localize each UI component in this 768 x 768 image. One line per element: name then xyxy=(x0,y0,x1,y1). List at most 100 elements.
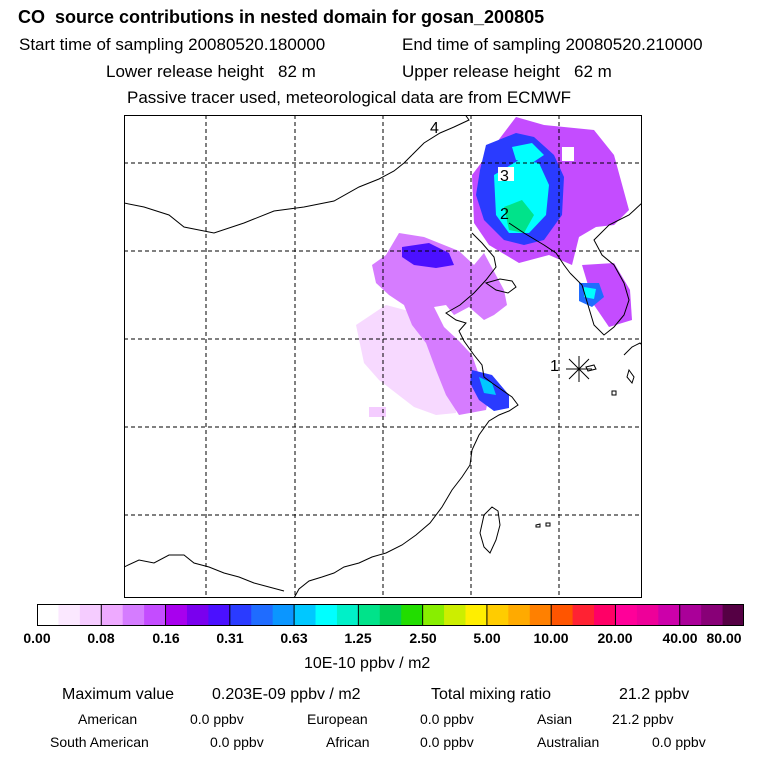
colorbar-tick: 40.00 xyxy=(662,630,698,646)
colorbar-segment xyxy=(101,604,124,626)
colorbar-segment xyxy=(208,604,231,626)
coastline-mongolia-border xyxy=(124,154,413,234)
coastline-north-china xyxy=(445,232,497,384)
plume-blue-west xyxy=(402,243,454,268)
coastline-japan-2 xyxy=(623,342,642,356)
coastline-jeju xyxy=(585,364,597,372)
island-2 xyxy=(545,522,551,527)
plume-cyan-korea xyxy=(584,287,596,299)
colorbar-tick: 0.00 xyxy=(23,630,51,646)
colorbar-segment xyxy=(251,604,274,626)
african-label: African xyxy=(326,734,370,750)
marker-label-2: 2 xyxy=(500,206,509,223)
colorbar-tick: 0.63 xyxy=(280,630,308,646)
map-frame xyxy=(124,115,642,598)
plume-cyan-south xyxy=(479,377,496,395)
coastline-liaodong xyxy=(508,222,571,274)
marker-label-4: 4 xyxy=(430,120,439,137)
receptor-marker xyxy=(566,356,592,382)
island-1 xyxy=(535,523,541,528)
heatmap-plumes xyxy=(356,117,632,417)
colorbar-segment xyxy=(701,604,724,626)
colorbar xyxy=(37,604,745,626)
colorbar-tick: 80.00 xyxy=(706,630,742,646)
grid-lines xyxy=(124,115,642,598)
colorbar-segment xyxy=(186,604,209,626)
american-value: 0.0 ppbv xyxy=(190,711,244,727)
total-mixing-value: 21.2 ppbv xyxy=(619,686,690,703)
colorbar-segment xyxy=(615,604,638,626)
australian-value: 0.0 ppbv xyxy=(652,734,706,750)
coastline-northeast xyxy=(411,115,470,156)
colorbar-segment xyxy=(229,604,252,626)
colorbar-segment xyxy=(636,604,659,626)
colorbar-segment xyxy=(58,604,81,626)
start-time: Start time of sampling 20080520.180000 xyxy=(19,35,326,54)
colorbar-segment xyxy=(122,604,145,626)
upper-release-height: Upper release height 62 m xyxy=(402,62,612,81)
colorbar-segment xyxy=(79,604,102,626)
european-value: 0.0 ppbv xyxy=(420,711,474,727)
colorbar-segment xyxy=(272,604,295,626)
colorbar-segment xyxy=(594,604,616,626)
marker-label-1: 1 xyxy=(550,358,559,375)
colorbar-segment xyxy=(336,604,359,626)
receptor-line-d2 xyxy=(568,358,590,380)
colorbar-tick: 0.08 xyxy=(87,630,115,646)
chart-title: CO source contributions in nested domain… xyxy=(18,7,545,27)
colorbar-segment xyxy=(379,604,402,626)
colorbar-segment xyxy=(358,604,381,626)
coastline-japan xyxy=(626,368,635,385)
colorbar-segment xyxy=(37,604,59,626)
coastline-taiwan xyxy=(479,506,501,554)
asian-label: Asian xyxy=(537,711,573,727)
colorbar-segment xyxy=(144,604,167,626)
marker-label-3: 3 xyxy=(500,168,509,185)
south-american-label: South American xyxy=(50,734,149,750)
island-3 xyxy=(611,390,617,396)
colorbar-segment xyxy=(679,604,702,626)
colorbar-segment xyxy=(465,604,488,626)
colorbar-segment xyxy=(315,604,338,626)
colorbar-segment xyxy=(486,604,509,626)
colorbar-tick: 0.31 xyxy=(216,630,244,646)
plume-violet-main xyxy=(372,233,507,415)
coastline-east-china xyxy=(293,382,519,598)
american-label: American xyxy=(78,711,138,727)
plume-gap-2 xyxy=(562,147,574,161)
end-time: End time of sampling 20080520.210000 xyxy=(402,35,703,54)
colorbar-segment xyxy=(508,604,531,626)
colorbar-segment xyxy=(294,604,317,626)
colorbar-tick: 10.00 xyxy=(533,630,569,646)
coastline-bohai xyxy=(484,278,517,294)
colorbar-frame xyxy=(37,604,744,626)
plume-gap-1 xyxy=(498,167,514,181)
colorbar-segment xyxy=(401,604,424,626)
colorbar-segment xyxy=(658,604,681,626)
colorbar-tick: 20.00 xyxy=(597,630,633,646)
colorbar-segment xyxy=(444,604,466,626)
coastlines xyxy=(124,115,642,598)
colorbar-tick: 1.25 xyxy=(344,630,372,646)
colorbar-unit: 10E-10 ppbv / m2 xyxy=(304,655,431,672)
south-american-value: 0.0 ppbv xyxy=(210,734,264,750)
colorbar-segment xyxy=(572,604,595,626)
lower-release-height: Lower release height 82 m xyxy=(106,62,316,81)
colorbar-tick: 2.50 xyxy=(409,630,437,646)
colorbar-segment xyxy=(551,604,574,626)
asian-value: 21.2 ppbv xyxy=(612,711,674,727)
colorbar-segment xyxy=(422,604,445,626)
australian-label: Australian xyxy=(537,734,600,750)
colorbar-segment xyxy=(165,604,188,626)
african-value: 0.0 ppbv xyxy=(420,734,474,750)
colorbar-segment xyxy=(529,604,552,626)
plume-violet-peninsula xyxy=(582,263,632,327)
max-value: 0.203E-09 ppbv / m2 xyxy=(212,686,361,703)
coastline-korea xyxy=(569,202,642,336)
total-mixing-label: Total mixing ratio xyxy=(431,686,552,703)
plume-cyan-upper xyxy=(512,143,544,163)
max-value-label: Maximum value xyxy=(62,686,175,703)
colorbar-segment xyxy=(722,604,745,626)
colorbar-tick: 5.00 xyxy=(473,630,501,646)
plume-halo-west xyxy=(356,305,456,415)
